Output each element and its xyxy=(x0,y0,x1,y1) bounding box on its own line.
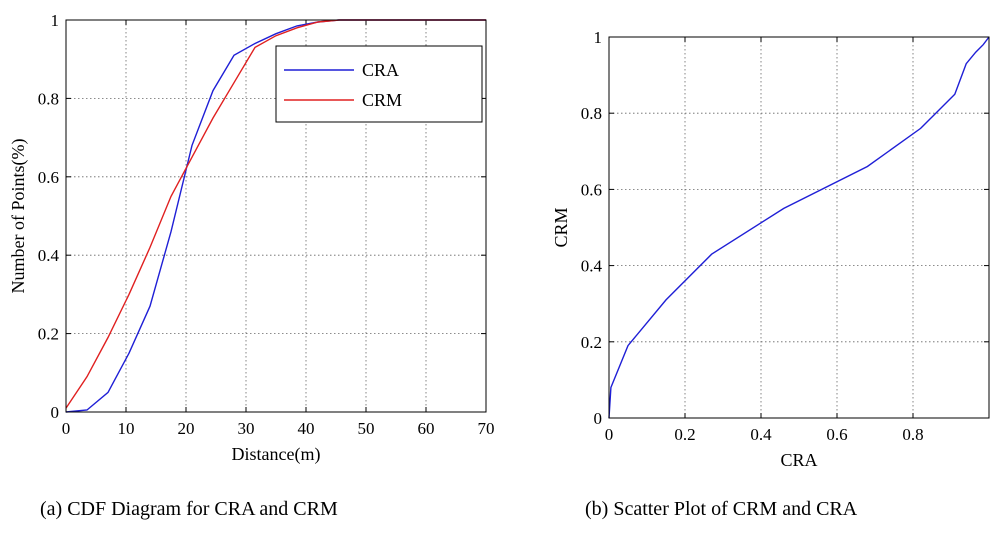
x-tick-label: 40 xyxy=(298,419,315,438)
y-tick-label: 0.6 xyxy=(38,168,59,187)
series-line-crm xyxy=(65,19,486,409)
y-axis-label: CRM xyxy=(551,207,571,247)
y-tick-label: 0.4 xyxy=(38,246,60,265)
cdf-chart-panel: 0 10 20 30 40 50 60 70 0 0.2 0.4 0.6 0.8 1 Distance(m)… xyxy=(8,11,495,465)
x-tick-label: 60 xyxy=(418,419,435,438)
y-tick-label: 1 xyxy=(51,11,60,30)
x-tick-label: 0 xyxy=(62,419,71,438)
x-tick-label: 0.2 xyxy=(674,425,695,444)
caption-a: (a) CDF Diagram for CRA and CRM xyxy=(40,498,338,520)
plot-frame xyxy=(65,19,487,413)
x-tick-label: 10 xyxy=(118,419,135,438)
legend-label-cra: CRA xyxy=(362,60,399,80)
legend-box xyxy=(275,45,483,123)
x-tick-label: 0.6 xyxy=(826,425,847,444)
x-axis-label: CRA xyxy=(780,450,817,470)
y-tick-label: 0.8 xyxy=(38,89,59,108)
y-tick-label: 0.2 xyxy=(38,325,59,344)
x-tick-label: 0.8 xyxy=(902,425,923,444)
y-axis-label: Number of Points(%) xyxy=(8,139,29,294)
plot-frame xyxy=(608,36,990,419)
series-line-0 xyxy=(608,36,990,419)
y-tick-label: 0 xyxy=(51,403,60,422)
caption-b: (b) Scatter Plot of CRM and CRA xyxy=(585,498,858,520)
legend-label-crm: CRM xyxy=(362,90,402,110)
x-tick-label: 0 xyxy=(605,425,614,444)
x-tick-label: 20 xyxy=(178,419,195,438)
x-tick-label: 30 xyxy=(238,419,255,438)
scatter-chart-panel: 0 0.2 0.4 0.6 0.8 0 0.2 0.4 0.6 0.8 1 CRA CRM xyxy=(551,28,990,470)
y-tick-label: 0.2 xyxy=(581,333,602,352)
x-tick-label: 70 xyxy=(478,419,495,438)
x-tick-label: 0.4 xyxy=(750,425,772,444)
x-axis-label: Distance(m) xyxy=(232,444,321,465)
y-tick-label: 0.8 xyxy=(581,104,602,123)
x-tick-label: 50 xyxy=(358,419,375,438)
y-tick-label: 0.6 xyxy=(581,180,602,199)
y-tick-label: 1 xyxy=(594,28,603,47)
y-tick-label: 0 xyxy=(594,409,603,428)
y-tick-label: 0.4 xyxy=(581,257,603,276)
